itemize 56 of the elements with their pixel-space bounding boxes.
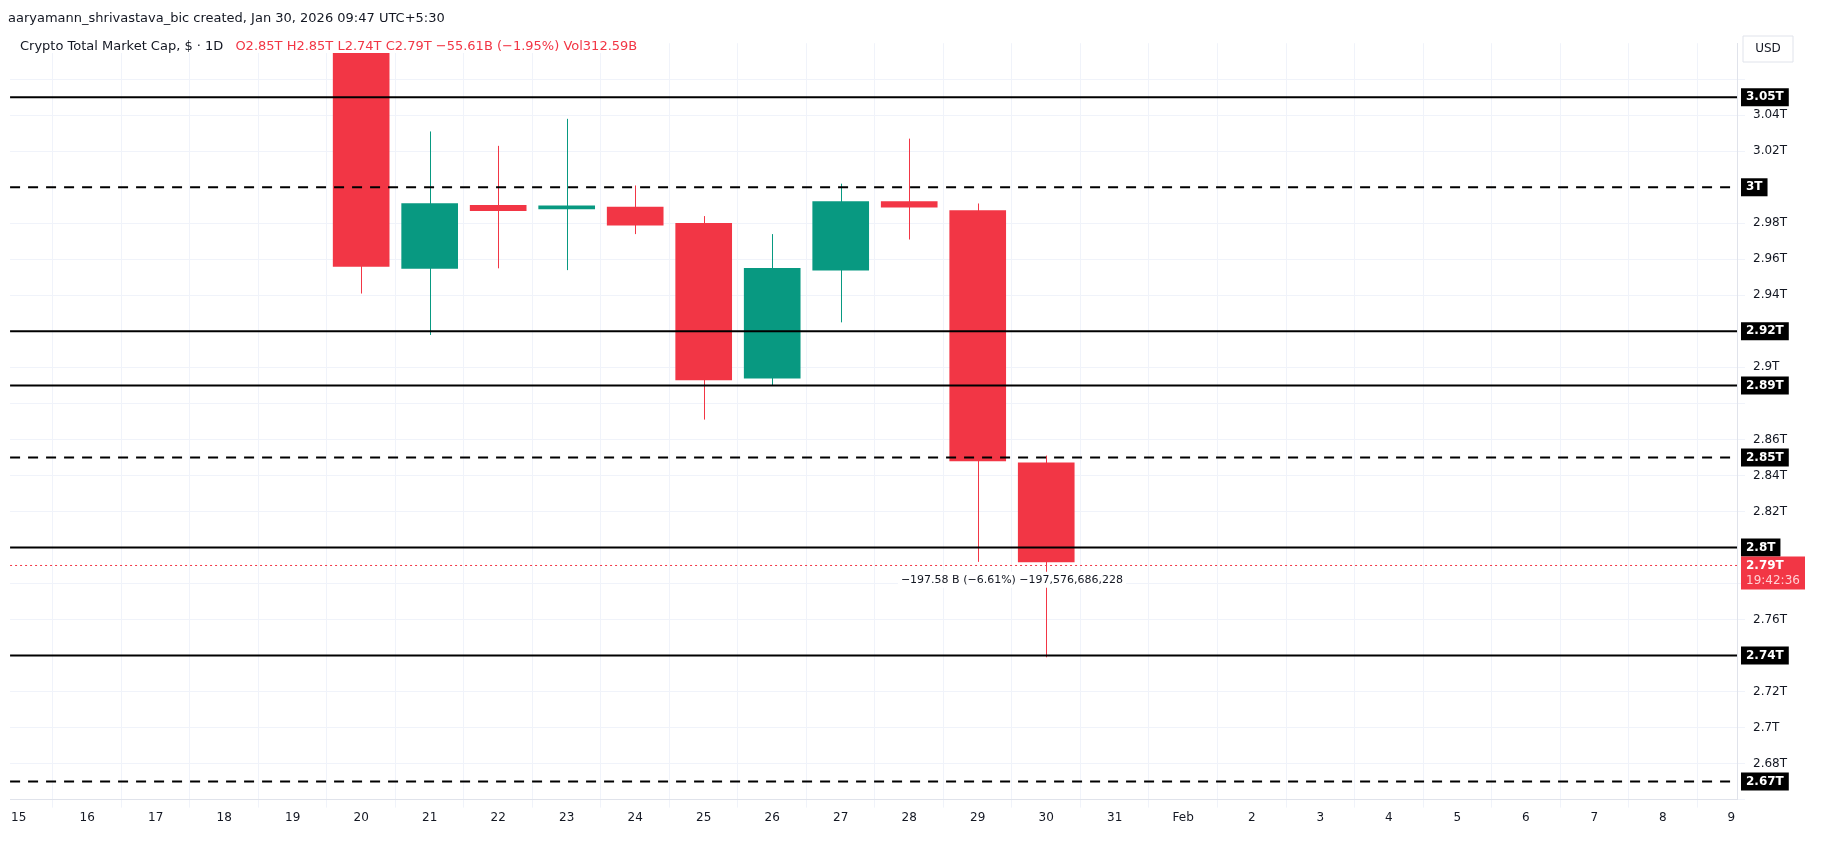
x-tick-label: 17	[148, 809, 164, 824]
y-tick-label: 2.94T	[1753, 287, 1788, 302]
x-tick-label: 22	[490, 809, 506, 824]
annotation: −197.58 B (−6.61%) −197,576,686,228	[900, 572, 1124, 586]
ref-line-label: 2.67T	[1746, 773, 1785, 788]
y-axis-title: USD	[1755, 41, 1781, 56]
x-tick-label: 27	[833, 809, 849, 824]
y-tick-label: 2.84T	[1753, 467, 1788, 482]
x-tick-label: 30	[1038, 809, 1054, 824]
y-tick-label: 2.76T	[1753, 611, 1788, 626]
ref-line-label: 3.05T	[1746, 89, 1785, 104]
x-tick-label: 28	[901, 809, 917, 824]
y-tick-label: 3.02T	[1753, 143, 1788, 158]
x-tick-label: 8	[1658, 809, 1667, 824]
x-tick-label: 6	[1521, 809, 1530, 824]
ref-line-label: 3T	[1746, 179, 1764, 194]
x-tick-label: 31	[1107, 809, 1123, 824]
ref-line-label: 2.89T	[1746, 377, 1785, 392]
y-tick-label: 2.98T	[1753, 215, 1788, 230]
x-tick-label: 26	[764, 809, 780, 824]
x-tick-label: 4	[1384, 809, 1393, 824]
ref-line-label: 2.8T	[1746, 539, 1777, 554]
x-tick-label: 18	[216, 809, 232, 824]
x-tick-label: 7	[1590, 809, 1599, 824]
x-tick-label: 16	[79, 809, 95, 824]
candlestick	[469, 145, 527, 269]
y-tick-label: 3.04T	[1753, 107, 1788, 122]
y-tick-label: 2.68T	[1753, 755, 1788, 770]
candlestick	[880, 138, 938, 240]
text: aaryamann_shrivastava_bic created, Jan 30, 2026 09:47 UTC+5:30	[8, 9, 446, 27]
ref-line-label: 2.79T	[1746, 557, 1785, 572]
text: 19:42:36	[1746, 572, 1800, 587]
x-tick-label: 24	[627, 809, 643, 824]
x-tick-label: 23	[559, 809, 575, 824]
x-tick-label: 25	[696, 809, 712, 824]
y-tick-label: 2.72T	[1753, 683, 1788, 698]
x-tick-label: 5	[1453, 809, 1462, 824]
x-tick-label: 9	[1727, 809, 1736, 824]
y-tick-label: 2.9T	[1753, 359, 1781, 374]
y-tick-label: 2.82T	[1753, 503, 1788, 518]
x-tick-label: 2	[1247, 809, 1256, 824]
x-tick-label: 19	[285, 809, 301, 824]
chart-title: Crypto Total Market Cap, $ · 1D	[20, 38, 224, 53]
ref-line-label: 2.74T	[1746, 647, 1785, 662]
ref-line-label: 2.92T	[1746, 323, 1785, 338]
x-tick-label: 20	[353, 809, 369, 824]
x-tick-label: 21	[422, 809, 438, 824]
y-tick-label: 2.7T	[1753, 719, 1781, 734]
y-tick-label: 2.96T	[1753, 251, 1788, 266]
x-tick-label: Feb	[1172, 809, 1194, 824]
ref-line-label: 2.85T	[1746, 449, 1785, 464]
x-tick-label: 3	[1316, 809, 1325, 824]
chart-subtitle: O2.85T H2.85T L2.74T C2.79T −55.61B (−1.95%) Vol312.59B	[235, 38, 638, 53]
x-tick-label: 29	[970, 809, 986, 824]
x-tick-label: 15	[10, 809, 27, 824]
y-tick-label: 2.86T	[1753, 431, 1788, 446]
